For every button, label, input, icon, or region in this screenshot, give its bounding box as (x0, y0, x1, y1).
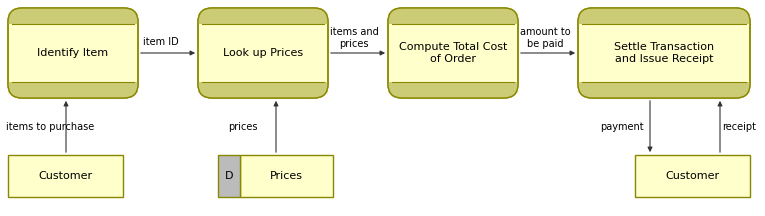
Text: amount to
be paid: amount to be paid (520, 27, 571, 49)
Bar (240, 155, 333, 197)
Text: Prices: Prices (270, 171, 303, 181)
Text: Settle Transaction
and Issue Receipt: Settle Transaction and Issue Receipt (614, 42, 714, 64)
Text: Compute Total Cost
of Order: Compute Total Cost of Order (399, 42, 507, 64)
Bar (635, 155, 750, 197)
Bar (8, 155, 123, 197)
FancyBboxPatch shape (388, 82, 518, 98)
Text: receipt: receipt (722, 122, 756, 132)
FancyBboxPatch shape (578, 8, 750, 98)
Text: payment: payment (600, 122, 643, 132)
Text: items to purchase: items to purchase (6, 122, 94, 132)
FancyBboxPatch shape (388, 8, 518, 98)
FancyBboxPatch shape (388, 8, 518, 24)
Text: Customer: Customer (38, 171, 93, 181)
FancyBboxPatch shape (198, 8, 328, 24)
Text: Identify Item: Identify Item (37, 48, 109, 58)
Bar (218, 155, 240, 197)
FancyBboxPatch shape (8, 8, 138, 98)
FancyBboxPatch shape (198, 8, 328, 98)
Text: items and
prices: items and prices (330, 27, 379, 49)
Text: Look up Prices: Look up Prices (223, 48, 303, 58)
Text: D: D (225, 171, 233, 181)
Text: item ID: item ID (143, 37, 179, 47)
FancyBboxPatch shape (198, 82, 328, 98)
FancyBboxPatch shape (578, 8, 750, 24)
FancyBboxPatch shape (578, 82, 750, 98)
FancyBboxPatch shape (8, 82, 138, 98)
FancyBboxPatch shape (8, 8, 138, 24)
Text: prices: prices (228, 122, 258, 132)
Text: Customer: Customer (666, 171, 720, 181)
